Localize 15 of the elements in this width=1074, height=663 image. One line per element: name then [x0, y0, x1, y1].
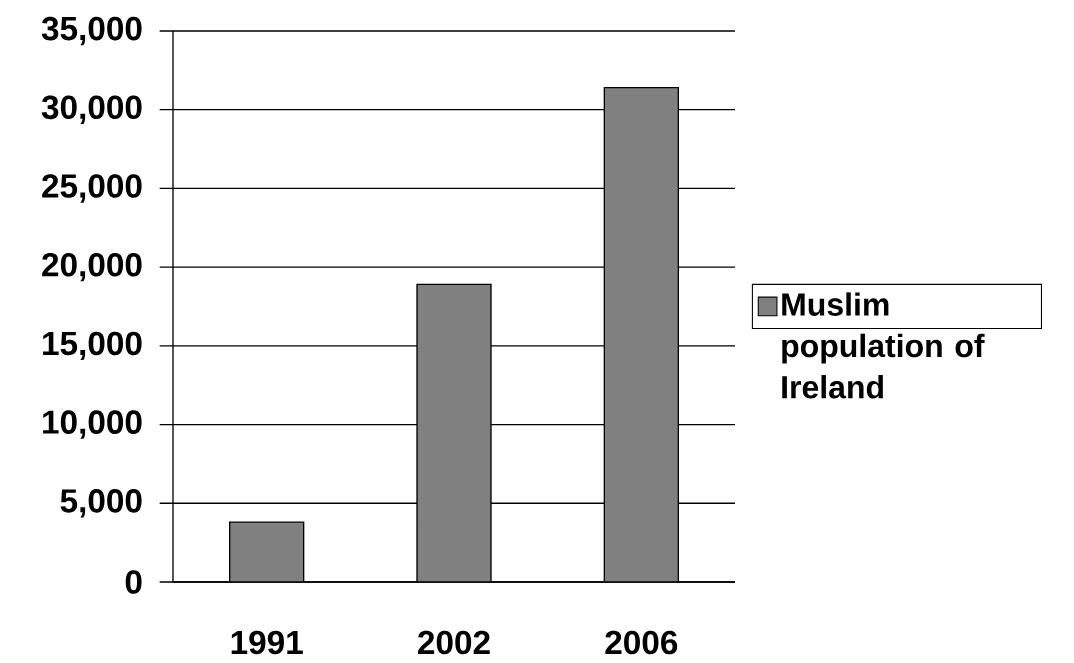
y-tick-label: 15,000: [43, 331, 142, 361]
bar: [603, 86, 680, 582]
y-tick-label: 10,000: [43, 410, 142, 439]
x-tick-label: 2006: [605, 630, 678, 655]
x-tick-label: 2002: [418, 630, 490, 655]
y-tick-label: 35,000: [41, 16, 142, 46]
y-tick-label: 25,000: [42, 174, 142, 203]
y-tick-label: 20,000: [42, 252, 142, 282]
y-tick-label: 30,000: [41, 95, 142, 124]
y-tick-label: 5,000: [60, 489, 142, 518]
x-tick-label: 1991: [231, 630, 303, 655]
y-tick-label: 0: [125, 570, 142, 594]
bar: [416, 283, 492, 582]
legend-label: Muslim population of Ireland: [782, 292, 985, 399]
bar: [229, 521, 305, 582]
